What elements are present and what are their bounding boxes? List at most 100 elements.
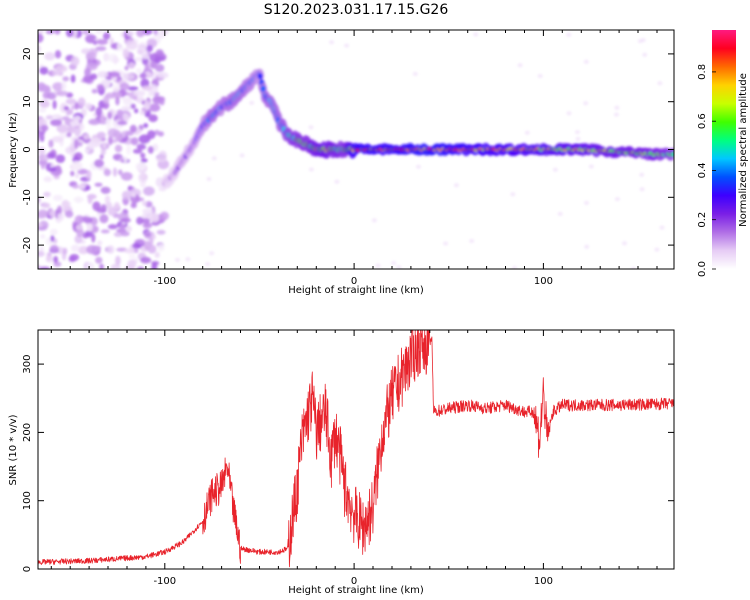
spectrogram-cell — [120, 106, 132, 111]
spectrogram-cell — [66, 132, 72, 138]
spectrogram-cell — [552, 167, 558, 172]
spectrogram-cell — [115, 96, 120, 106]
spectrogram-cell — [537, 74, 543, 78]
spectrogram-cell — [153, 30, 158, 36]
spectrogram-cell — [412, 71, 418, 76]
spectrogram-cell — [140, 174, 146, 179]
spectrogram-cell — [51, 136, 64, 143]
spectrogram-cell — [159, 96, 165, 106]
spectrogram-cell — [239, 153, 245, 158]
snr-background — [38, 330, 674, 569]
spectrogram-cell — [117, 120, 128, 126]
spectrogram-cell — [140, 152, 146, 159]
spectrogram-cell — [159, 211, 169, 221]
spectrogram-cell — [154, 56, 165, 61]
spectrogram-cell — [62, 76, 70, 82]
snr-panel: -100 0 100 0 100 200 300 Height of straight li… — [8, 329, 675, 596]
spectrogram-cell — [94, 159, 104, 168]
spectrogram-cell — [99, 154, 104, 160]
spectrogram-cell — [39, 66, 49, 75]
spectrogram-cell — [113, 130, 121, 137]
spectrogram-cell — [659, 225, 665, 230]
spectrogram-cell — [38, 132, 44, 139]
colorbar-label: Normalized spectral amplitude — [738, 73, 749, 227]
spectrogram-cell — [308, 167, 314, 172]
spectrogram-cell — [70, 170, 75, 177]
spectrogram-cell — [61, 199, 70, 209]
spectrogram-cell — [45, 115, 54, 120]
spectrogram-cell — [121, 190, 131, 200]
spectrogram-cell — [142, 51, 149, 60]
spectrogram-cell — [137, 49, 144, 55]
spectrogram-cell — [574, 130, 580, 135]
spectrogram-cell — [129, 124, 137, 133]
spectrogram-cell — [75, 173, 80, 179]
spectrogram-cell — [583, 59, 589, 64]
spectrogram-cell — [130, 202, 137, 209]
spectrogram-cell — [57, 124, 69, 133]
spectrogram-cell — [84, 148, 90, 153]
y-tick-label: 0 — [22, 566, 33, 572]
spectrogram-cell — [70, 74, 76, 83]
spectrogram-cell — [100, 204, 107, 213]
spectrogram-cell — [614, 197, 620, 202]
spectrogram-cell — [140, 256, 152, 264]
spectrogram-cell — [151, 263, 158, 269]
spectrogram-cell — [157, 243, 165, 252]
spectrogram-cell — [49, 244, 59, 253]
spectrogram-cell — [100, 186, 111, 194]
spectrogram-cell — [100, 148, 106, 156]
spectrogram-cell — [334, 179, 340, 184]
colorbar-tick-label: 0.2 — [697, 212, 708, 228]
spectrogram-cell — [639, 187, 645, 192]
spectrogram-cell — [121, 130, 126, 138]
spectrogram-frame — [37, 29, 675, 270]
spectrogram-cell — [120, 217, 131, 223]
spectrogram-cell — [671, 152, 674, 157]
spectrogram-cell — [657, 81, 663, 86]
spectrogram-cell — [473, 32, 479, 37]
spectrogram-xlabel: Height of straight line (km) — [288, 285, 424, 296]
spectrogram-cell — [95, 46, 107, 51]
spectrogram-cell — [185, 257, 191, 262]
spectrogram-cell — [205, 262, 211, 267]
spectrogram-cell — [119, 82, 130, 91]
spectrogram-cell — [142, 200, 148, 207]
spectrogram-cell — [139, 110, 145, 116]
spectrogram-cell — [642, 52, 648, 57]
spectrogram-cell — [147, 40, 157, 46]
spectrogram-cell — [118, 169, 123, 176]
spectrogram-cell — [43, 176, 53, 183]
x-tick-label: 0 — [351, 276, 357, 287]
spectrogram-cell — [116, 42, 122, 51]
colorbar-tick-label: 0.6 — [697, 113, 708, 129]
spectrogram-cell — [154, 129, 160, 136]
spectrogram-cell — [70, 56, 80, 67]
spectrogram-cell — [119, 223, 126, 231]
spectrogram-cell — [40, 234, 46, 239]
spectrogram-cell — [133, 90, 146, 97]
spectrogram-cell — [143, 186, 155, 196]
spectrogram-cell — [127, 86, 139, 91]
spectrogram-cell — [126, 145, 131, 155]
x-tick-label: -100 — [153, 276, 176, 287]
spectrogram-cell — [130, 103, 136, 110]
spectrogram-cell — [54, 30, 61, 35]
spectrogram-cell — [90, 73, 98, 80]
spectrogram-cell — [74, 127, 81, 137]
spectrogram-cell — [583, 101, 589, 106]
spectrogram-cells — [38, 30, 674, 269]
spectrogram-cell — [82, 75, 93, 83]
spectrogram-cell — [43, 191, 51, 198]
spectrogram-cell — [524, 130, 530, 135]
spectrogram-cell — [584, 244, 590, 249]
spectrogram-cell — [128, 62, 136, 69]
spectrogram-cell — [45, 30, 55, 35]
spectrogram-cell — [126, 30, 135, 37]
spectrogram-cell — [147, 130, 156, 140]
spectrogram-cell — [95, 107, 103, 117]
spectrogram-cell — [47, 92, 57, 100]
spectrogram-cell — [113, 91, 122, 99]
colorbar-tick-label: 0.0 — [697, 261, 708, 277]
